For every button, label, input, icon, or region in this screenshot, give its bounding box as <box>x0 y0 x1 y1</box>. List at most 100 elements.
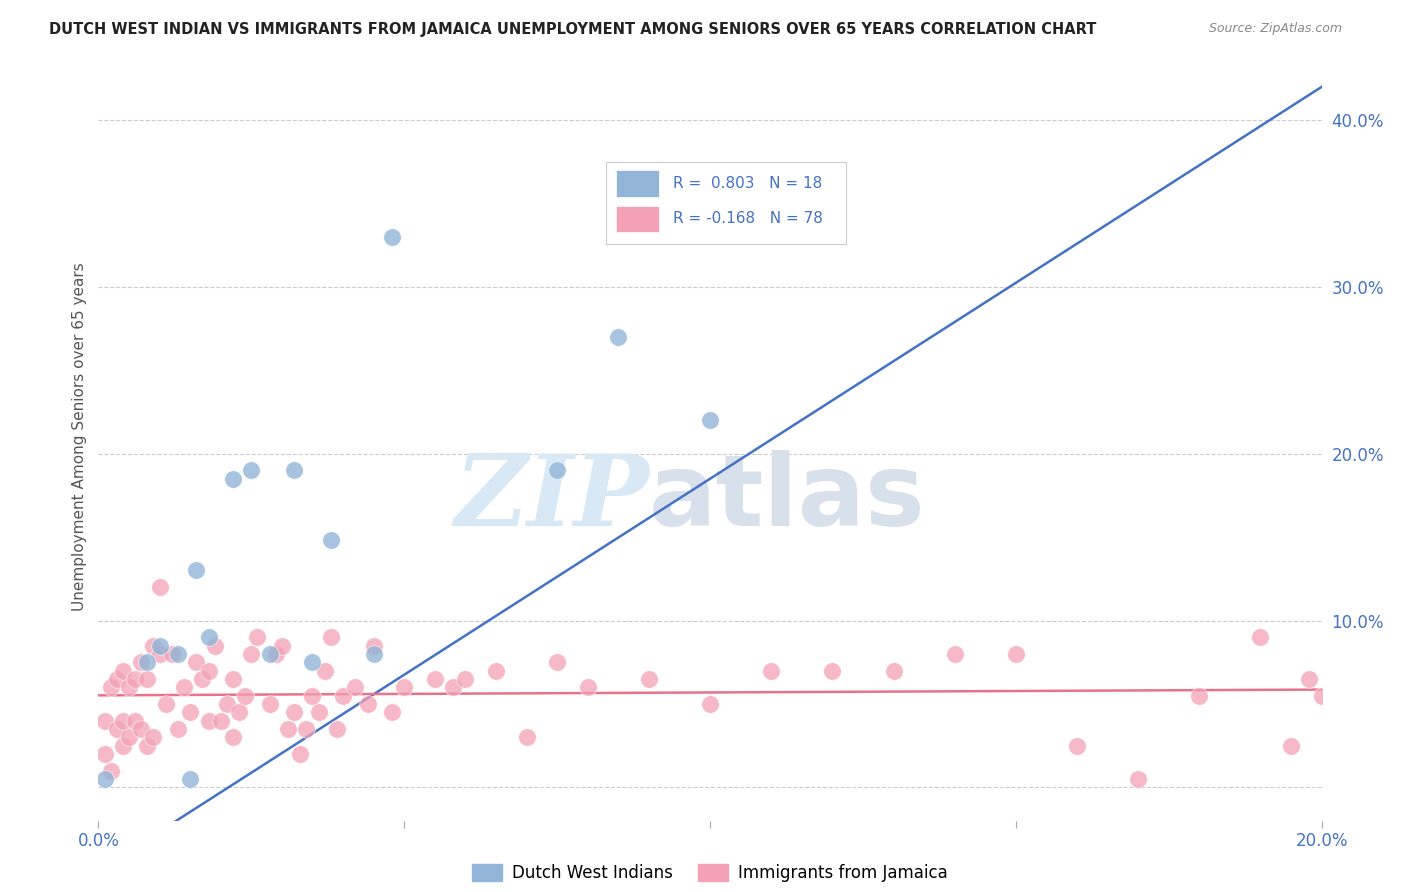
Point <box>222 472 245 486</box>
Point <box>485 664 508 678</box>
Bar <box>616 170 659 196</box>
Text: R = -0.168   N = 78: R = -0.168 N = 78 <box>673 211 823 227</box>
Point <box>546 463 568 477</box>
Point <box>93 772 115 786</box>
Point <box>637 672 661 686</box>
Point <box>821 664 844 678</box>
Point <box>240 463 263 477</box>
Point <box>167 722 190 736</box>
Point <box>142 731 165 745</box>
Point <box>301 655 323 669</box>
Point <box>179 705 201 719</box>
Point <box>186 655 208 669</box>
Point <box>1279 739 1302 753</box>
Point <box>136 655 159 669</box>
Point <box>423 672 446 686</box>
Point <box>259 697 281 711</box>
Point <box>1298 672 1320 686</box>
Point <box>295 722 318 736</box>
Point <box>1128 772 1150 786</box>
Point <box>111 739 134 753</box>
Point <box>100 680 122 694</box>
Point <box>191 672 214 686</box>
Point <box>149 580 172 594</box>
Point <box>240 647 263 661</box>
Bar <box>616 206 659 232</box>
Point <box>308 705 330 719</box>
Point <box>129 722 152 736</box>
Point <box>319 533 342 548</box>
Point <box>215 697 238 711</box>
Point <box>179 772 201 786</box>
Point <box>155 697 177 711</box>
Point <box>142 639 165 653</box>
Point <box>264 647 287 661</box>
Point <box>943 647 966 661</box>
Point <box>381 705 404 719</box>
Point <box>136 739 159 753</box>
Point <box>441 680 464 694</box>
Point <box>105 672 128 686</box>
Point <box>392 680 416 694</box>
Point <box>111 714 134 728</box>
Point <box>332 689 354 703</box>
Point <box>576 680 599 694</box>
Point <box>699 697 721 711</box>
Point <box>283 463 305 477</box>
Point <box>93 747 115 761</box>
Point <box>149 647 172 661</box>
Point <box>319 630 342 644</box>
Point <box>118 680 141 694</box>
Point <box>363 647 385 661</box>
Point <box>160 647 183 661</box>
Point <box>326 722 349 736</box>
Point <box>136 672 159 686</box>
Point <box>883 664 905 678</box>
Point <box>546 655 568 669</box>
Text: ZIP: ZIP <box>454 450 648 547</box>
Point <box>246 630 269 644</box>
Point <box>699 413 721 427</box>
Point <box>197 664 219 678</box>
Point <box>186 564 208 578</box>
Legend: Dutch West Indians, Immigrants from Jamaica: Dutch West Indians, Immigrants from Jama… <box>465 857 955 889</box>
Point <box>259 647 281 661</box>
Point <box>222 672 245 686</box>
Point <box>759 664 782 678</box>
Point <box>204 639 226 653</box>
Point <box>1004 647 1026 661</box>
Text: Source: ZipAtlas.com: Source: ZipAtlas.com <box>1209 22 1343 36</box>
Point <box>124 672 146 686</box>
Point <box>277 722 299 736</box>
Point <box>100 764 122 778</box>
Point <box>105 722 128 736</box>
Point <box>607 330 630 344</box>
Point <box>344 680 367 694</box>
Point <box>1188 689 1211 703</box>
Text: atlas: atlas <box>648 450 925 547</box>
Point <box>149 639 172 653</box>
Point <box>209 714 232 728</box>
Point <box>314 664 336 678</box>
Point <box>363 639 385 653</box>
Point <box>290 747 312 761</box>
Point <box>197 630 219 644</box>
Point <box>1310 689 1333 703</box>
Y-axis label: Unemployment Among Seniors over 65 years: Unemployment Among Seniors over 65 years <box>72 263 87 611</box>
Text: DUTCH WEST INDIAN VS IMMIGRANTS FROM JAMAICA UNEMPLOYMENT AMONG SENIORS OVER 65 : DUTCH WEST INDIAN VS IMMIGRANTS FROM JAM… <box>49 22 1097 37</box>
Point <box>167 647 190 661</box>
Point <box>173 680 195 694</box>
Point <box>93 714 115 728</box>
Text: R =  0.803   N = 18: R = 0.803 N = 18 <box>673 176 823 191</box>
Point <box>1249 630 1271 644</box>
Point <box>1066 739 1088 753</box>
Point <box>129 655 152 669</box>
Point <box>454 672 477 686</box>
Point <box>222 731 245 745</box>
Point <box>124 714 146 728</box>
Point <box>111 664 134 678</box>
Point <box>381 230 404 244</box>
Point <box>356 697 378 711</box>
Point <box>228 705 250 719</box>
Point <box>197 714 219 728</box>
